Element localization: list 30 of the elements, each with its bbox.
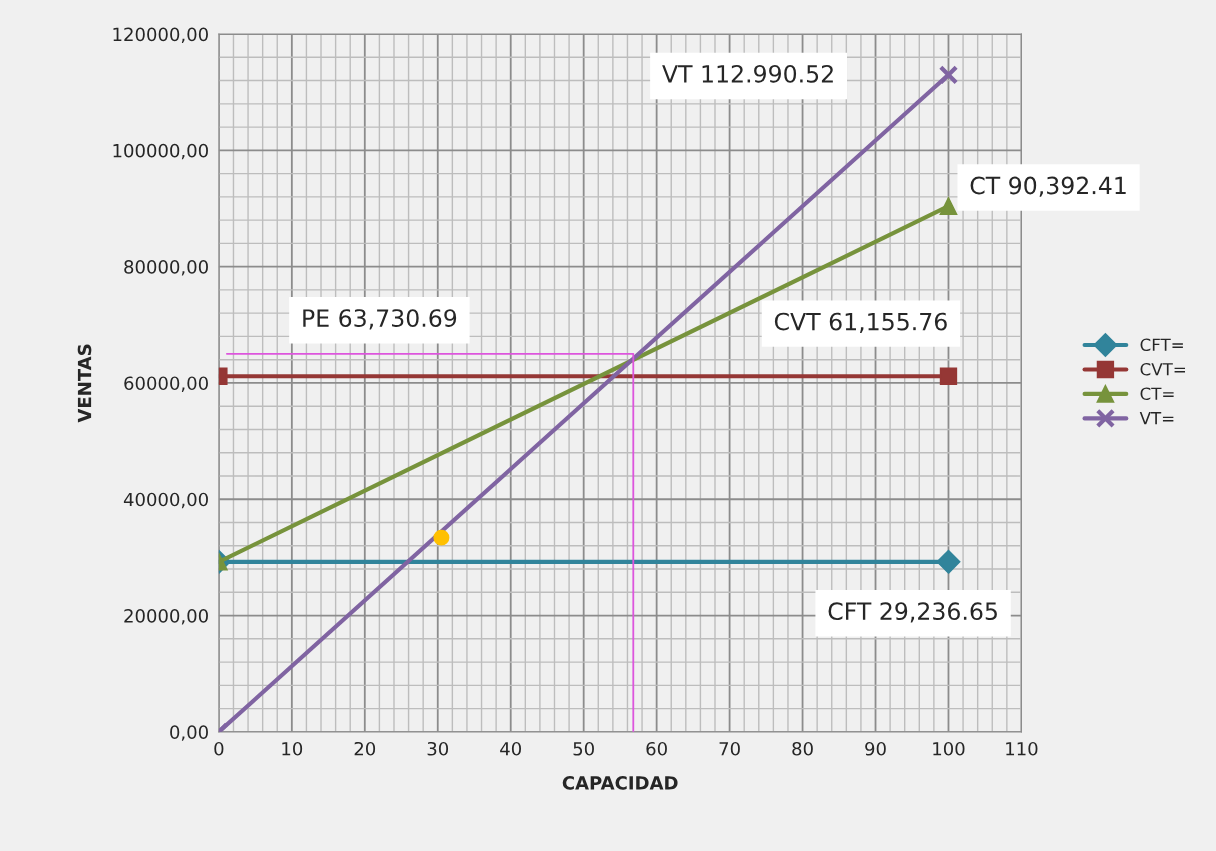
legend-label: CVT= xyxy=(1140,362,1186,376)
x-axis-title: CAPACIDAD xyxy=(562,776,678,790)
x-tick-label: 20 xyxy=(354,741,376,756)
annotation: PE 63,730.69 xyxy=(303,309,457,330)
y-tick-label: 120000,00 xyxy=(113,27,208,43)
y-tick-label: 80000,00 xyxy=(124,260,208,276)
x-tick-label: 80 xyxy=(792,741,813,756)
x-tick-label: 60 xyxy=(646,741,667,756)
legend-label: CFT= xyxy=(1140,338,1183,352)
legend-label: CT= xyxy=(1140,387,1174,401)
y-tick-label: 20000,00 xyxy=(124,609,208,625)
y-tick-label: 100000,00 xyxy=(113,143,208,160)
legend-label: VT= xyxy=(1139,412,1174,425)
y-tick-label: 40000,00 xyxy=(123,492,208,509)
y-axis-title: VENTAS xyxy=(77,344,92,423)
x-tick-label: 100 xyxy=(933,741,965,756)
x-tick-label: 110 xyxy=(1006,741,1038,756)
x-tick-label: 10 xyxy=(282,741,303,756)
x-tick-label: 0 xyxy=(214,741,224,756)
annotation: VT 112.990.52 xyxy=(662,64,833,83)
annotation: CVT 61,155.76 xyxy=(774,312,947,333)
x-tick-label: 30 xyxy=(427,741,449,756)
annotation: CFT 29,236.65 xyxy=(828,602,997,623)
x-tick-label: 90 xyxy=(865,741,886,756)
x-tick-label: 50 xyxy=(573,741,594,756)
x-tick-label: 70 xyxy=(719,741,740,756)
y-tick-label: 0,00 xyxy=(170,725,208,741)
x-tick-label: 40 xyxy=(500,741,522,756)
y-tick-label: 60000,00 xyxy=(124,376,208,392)
annotation: CT 90,392.41 xyxy=(970,176,1126,197)
